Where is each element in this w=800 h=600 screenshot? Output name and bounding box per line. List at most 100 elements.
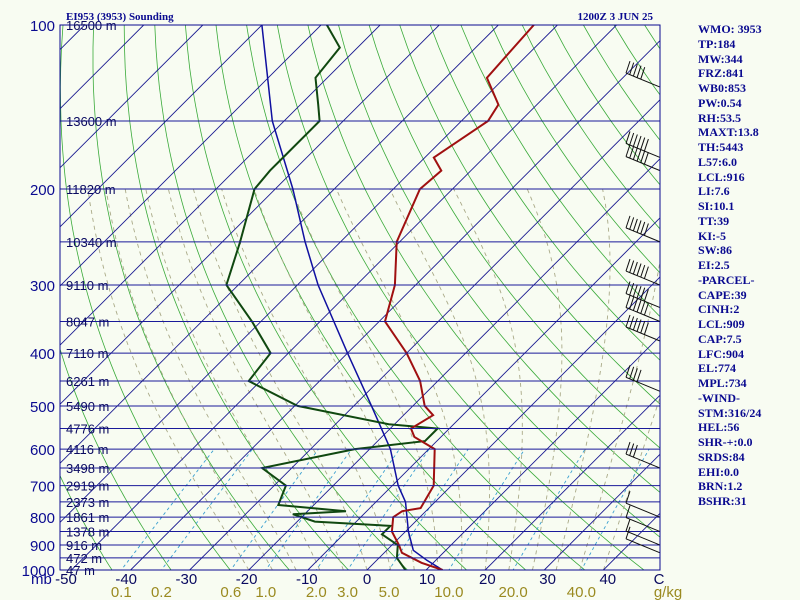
index-value-line: MW:344 [698,51,743,66]
index-value-line: MAXT:13.8 [698,125,759,140]
height-label: 4776 m [66,421,109,436]
temperature-tick-label: -10 [296,571,318,588]
temperature-tick-label: 10 [419,571,436,588]
index-value-line: RH:53.5 [698,110,741,125]
pressure-label: 800 [30,510,55,527]
dry-adiabat-line [92,25,290,570]
height-label: 8047 m [66,315,109,330]
index-value-line: WB0:853 [698,81,746,95]
pressure-label: 600 [30,442,55,459]
mixing-ratio-tick-label: 0.1 [111,584,132,600]
height-label: 47 m [66,563,95,578]
moist-adiabat-line [124,189,297,570]
height-label: 7110 m [66,346,108,361]
pressure-label: 500 [30,399,55,416]
mixing-ratio-tick-label: 0.6 [220,584,241,600]
index-value-line: LCL:916 [698,169,745,184]
index-value-line: EL:774 [698,361,737,376]
index-value-line: L57:6.0 [698,154,737,169]
moist-adiabat-line [253,188,415,570]
index-value-line: BSHR:31 [698,494,747,508]
pressure-label: 200 [30,182,55,199]
wind-barb [625,60,661,88]
sounding-indices-panel: WMO: 3953 TP:184 MW:344 FRZ:841 WB0:853 PW:0.… [698,22,798,509]
wind-barb [625,131,661,158]
isotherm-line [366,276,660,570]
mixing-ratio-tick-label: 1.0 [255,584,276,600]
pressure-unit-label: mb [31,571,52,588]
wind-barb [625,365,661,392]
isotherm-line [0,25,26,570]
mixing-ratio-tick-label: 2.0 [306,584,327,600]
thermodynamic-grid [0,25,660,570]
temperature-tick-label: -50 [55,571,77,588]
wind-barb [625,144,661,172]
height-label: 5490 m [66,399,109,414]
index-value-line: TH:5443 [698,140,744,154]
wind-barb [625,314,661,342]
isotherm-line [543,453,660,570]
height-label: 472 m [66,551,102,566]
mixing-ratio-line [315,448,400,570]
pressure-label: 900 [30,538,55,555]
temperature-tick-label: 0 [363,571,371,588]
mixing-ratio-line [448,448,526,570]
moist-adiabat-line [579,258,660,570]
index-value-line: TP:184 [698,36,736,51]
height-label: 11820 m [66,182,116,197]
index-value-line: CINH:2 [698,302,740,317]
isotherm-line [60,25,499,464]
dry-adiabat-line [185,25,467,570]
pressure-label: 400 [30,346,55,363]
height-label: 1861 m [66,510,109,525]
wind-barb [625,491,661,518]
sounding-profiles [225,25,535,570]
mixing-ratio-line [580,448,650,570]
index-value-line: STM:316/24 [698,405,762,420]
mixing-ratio-unit-label: g/kg [654,584,682,600]
isobar-lines [60,24,660,571]
index-value-line: SW:86 [698,243,733,258]
wind-barb [625,258,661,286]
index-value-line: BRN:1.2 [698,479,743,494]
height-label: 1378 m [66,525,109,540]
mixing-ratio-line [512,448,586,570]
temperature-tick-label: 30 [539,571,556,588]
index-value-line: WMO: 3953 [698,22,762,36]
dry-adiabat-line [307,25,660,538]
index-value-line: SRDS:84 [698,449,745,464]
height-label: 2373 m [66,495,109,510]
height-label: 4116 m [66,442,108,457]
height-label: 9110 m [66,278,108,293]
index-value-line: -WIND- [698,390,740,405]
index-value-line: CAP:7.5 [698,331,742,346]
wind-barb [625,505,661,532]
index-value-line: LI:7.6 [698,184,730,199]
wind-barb [625,281,661,309]
wind-barb [625,295,661,322]
height-label: 6261 m [66,374,109,389]
index-value-line: EI:2.5 [698,258,730,272]
wind-barb [625,518,661,546]
moist-adiabat-line [555,189,611,570]
moist-adiabat-line [453,188,523,570]
mixing-ratio-line [265,448,353,570]
isotherm-line [60,25,322,287]
dewpoint-trace [225,25,440,570]
mixing-ratio-tick-label: 0.2 [151,584,172,600]
index-value-line: HEL:56 [698,420,740,435]
dry-adiabat-line [276,25,645,570]
index-value-line: CAPE:39 [698,287,747,302]
isotherm-line [60,25,204,169]
index-value-line: FRZ:841 [698,66,744,81]
height-label: 13600 m [66,114,117,129]
isotherm-line [248,158,660,570]
valid-time: 1200Z 3 JUN 25 [578,11,654,23]
isotherm-line [60,25,558,524]
mixing-ratio-line [160,448,253,570]
pressure-label: 1000 [22,563,55,580]
moist-adiabat-line [602,396,660,570]
pressure-label: 700 [30,479,55,496]
